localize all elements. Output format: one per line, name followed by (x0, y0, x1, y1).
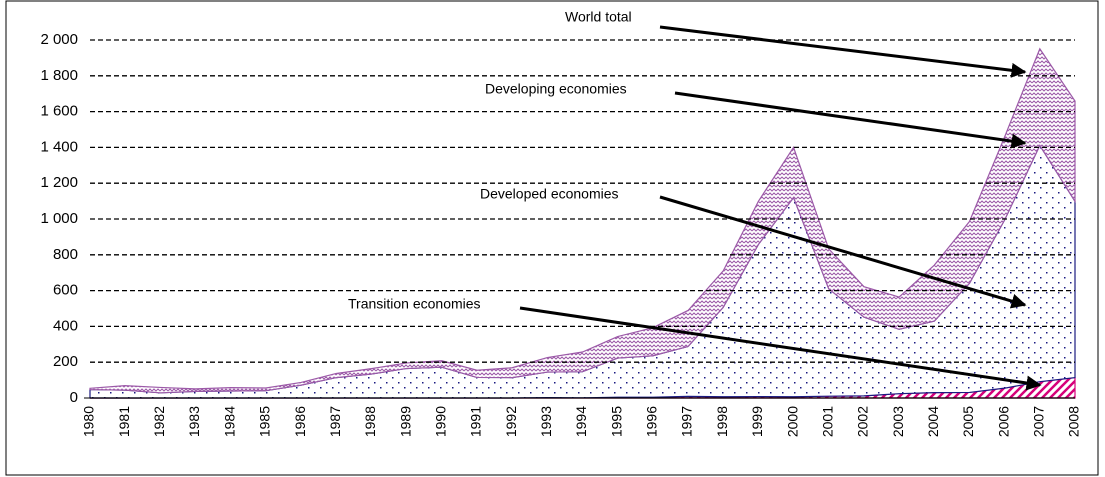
annotation: Developing economies (485, 81, 627, 97)
x-tick-label: 1997 (679, 406, 695, 437)
x-tick-label: 1983 (186, 406, 202, 437)
x-tick-label: 2001 (819, 406, 835, 437)
annotation-arrow (519, 306, 1042, 391)
x-tick-label: 1996 (644, 406, 660, 437)
x-tick-label: 2007 (1031, 406, 1047, 437)
x-tick-label: 2000 (784, 406, 800, 437)
x-tick-label: 1994 (573, 406, 589, 437)
annotation-arrow (674, 91, 1027, 149)
x-tick-label: 1998 (714, 406, 730, 437)
x-tick-label: 1981 (116, 406, 132, 437)
x-tick-label: 2004 (925, 406, 941, 437)
x-tick-label: 1990 (432, 406, 448, 437)
y-tick-label: 600 (53, 282, 78, 299)
y-tick-label: 2 000 (40, 31, 78, 48)
annotation: Developed economies (480, 186, 619, 202)
y-tick-label: 800 (53, 246, 78, 263)
x-tick-label: 1984 (221, 406, 237, 437)
annotation: Transition economies (348, 296, 481, 312)
y-tick-label: 1 400 (40, 138, 78, 155)
x-tick-label: 1985 (257, 406, 273, 437)
x-tick-label: 2002 (855, 406, 871, 437)
x-tick-label: 1989 (397, 406, 413, 437)
x-tick-label: 2006 (995, 406, 1011, 437)
x-tick-label: 2005 (960, 406, 976, 437)
area (89, 47, 1076, 394)
y-tick-label: 1 200 (40, 174, 78, 191)
x-tick-label: 2003 (890, 406, 906, 437)
annotation: World total (565, 9, 632, 25)
frame (5, 0, 1099, 476)
x-tick-label: 1992 (503, 406, 519, 437)
x-tick-label: 1993 (538, 406, 554, 437)
y-tick-label: 200 (53, 353, 78, 370)
y-tick-label: 1 800 (40, 67, 78, 84)
y-tick-label: 1 000 (40, 210, 78, 227)
x-tick-label: 1999 (749, 406, 765, 437)
x-tick-label: 1980 (81, 406, 97, 437)
y-tick-label: 400 (53, 317, 78, 334)
x-tick-label: 1982 (151, 406, 167, 437)
x-tick-label: 1988 (362, 406, 378, 437)
x-tick-label: 2008 (1066, 406, 1082, 437)
x-tick-label: 1995 (608, 406, 624, 437)
x-tick-label: 1986 (292, 406, 308, 437)
y-tick-label: 1 600 (40, 103, 78, 120)
x-tick-label: 1987 (327, 406, 343, 437)
annotation-arrow (659, 25, 1027, 78)
y-tick-label: 0 (70, 389, 78, 406)
x-tick-label: 1991 (468, 406, 484, 437)
annotation-arrow (659, 195, 1027, 309)
